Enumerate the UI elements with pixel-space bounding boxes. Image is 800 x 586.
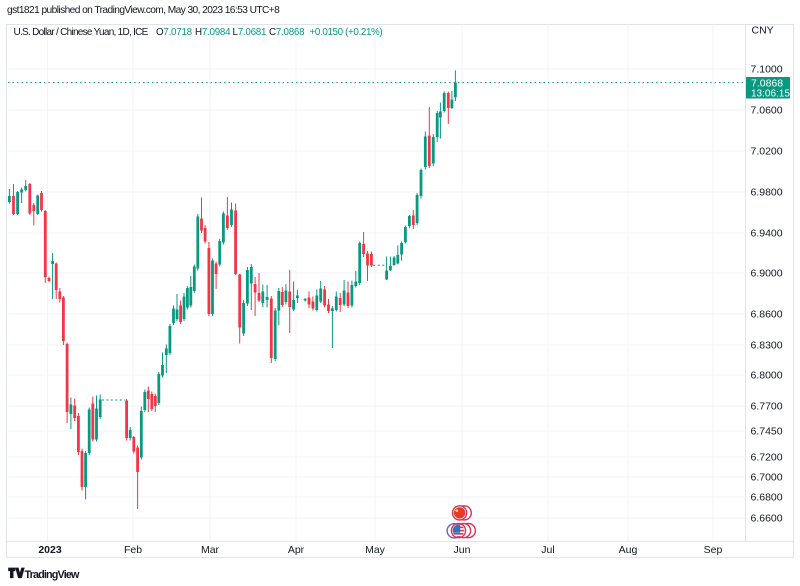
- svg-text:6.8600: 6.8600: [751, 309, 783, 321]
- svg-text:6.6800: 6.6800: [751, 492, 783, 504]
- svg-text:7.0868: 7.0868: [751, 78, 783, 90]
- svg-text:2023: 2023: [38, 544, 62, 556]
- svg-text:Jul: Jul: [541, 544, 554, 556]
- svg-text:Apr: Apr: [288, 544, 305, 556]
- svg-text:Mar: Mar: [201, 544, 220, 556]
- svg-text:6.6600: 6.6600: [751, 513, 783, 525]
- svg-text:Feb: Feb: [124, 544, 142, 556]
- svg-text:6.7000: 6.7000: [751, 472, 783, 484]
- svg-text:Sep: Sep: [704, 544, 723, 556]
- svg-text:13:06:15: 13:06:15: [751, 89, 790, 100]
- svg-text:6.8000: 6.8000: [751, 370, 783, 382]
- svg-text:6.8300: 6.8300: [751, 340, 783, 352]
- svg-text:6.7450: 6.7450: [751, 426, 783, 438]
- svg-text:6.7200: 6.7200: [751, 452, 783, 464]
- svg-text:7.0200: 7.0200: [751, 146, 783, 158]
- svg-text:7.0600: 7.0600: [751, 105, 783, 117]
- svg-text:CNY: CNY: [752, 25, 774, 37]
- svg-text:Jun: Jun: [454, 544, 471, 556]
- svg-text:TradingView: TradingView: [25, 569, 81, 581]
- svg-text:Aug: Aug: [619, 544, 638, 556]
- svg-text:6.9000: 6.9000: [751, 268, 783, 280]
- svg-text:6.9800: 6.9800: [751, 187, 783, 199]
- svg-text:May: May: [365, 544, 386, 556]
- svg-text:6.9400: 6.9400: [751, 228, 783, 240]
- svg-text:6.7700: 6.7700: [751, 401, 783, 413]
- svg-text:7.1000: 7.1000: [751, 64, 783, 76]
